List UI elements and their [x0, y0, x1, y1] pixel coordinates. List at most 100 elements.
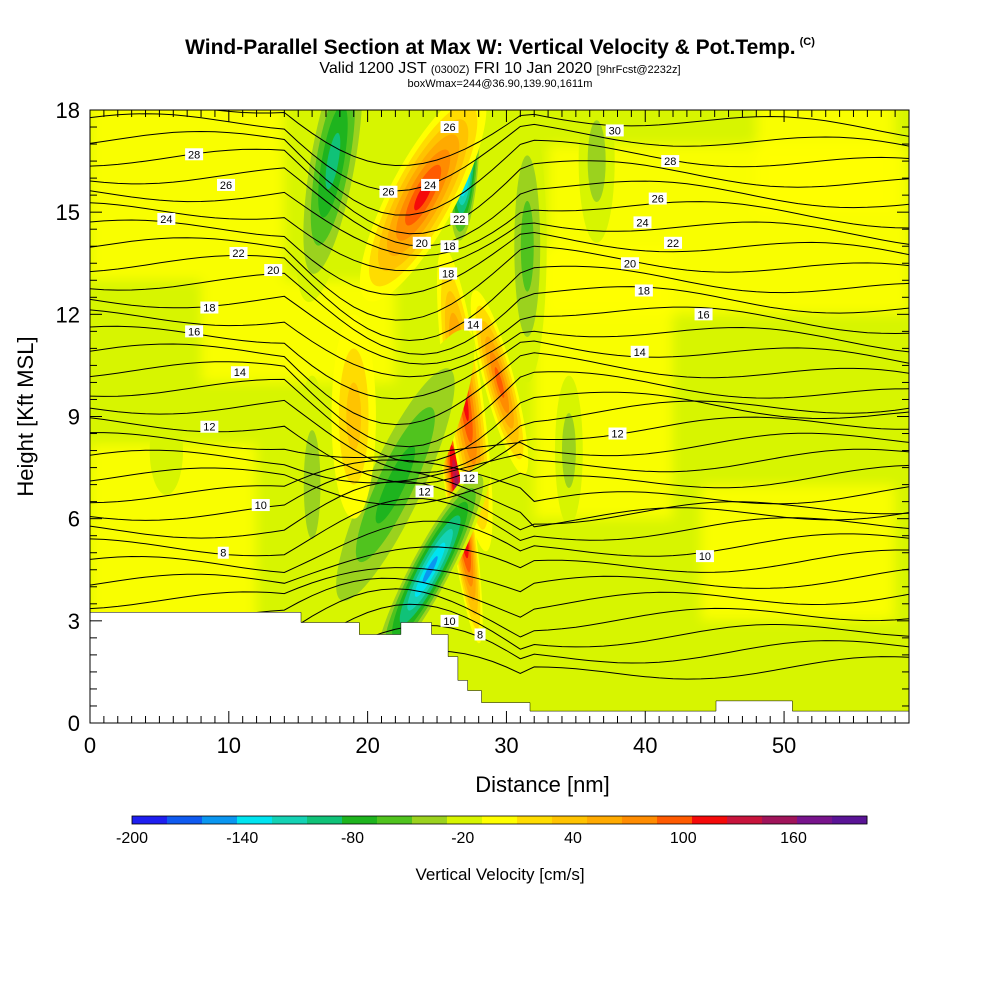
axes-ticks — [89, 109, 910, 724]
box-info: boxWmax=244@36.90,139.90,1611m — [407, 78, 593, 90]
theta-label: 10 — [699, 551, 711, 563]
x-tick-label: 20 — [355, 733, 379, 758]
colorbar: -200 -140 -80 -20 40 100 160 Vertical Velocity … — [116, 815, 868, 884]
theta-label: 12 — [611, 429, 623, 441]
theta-label: 12 — [463, 473, 475, 485]
colorbar-title: Vertical Velocity [cm/s] — [415, 865, 584, 884]
theta-label-bg — [630, 345, 649, 358]
colorbar-swatch — [237, 816, 273, 824]
theta-label-bg — [439, 267, 458, 280]
colorbar-swatch — [447, 816, 483, 824]
theta-label: 16 — [697, 309, 709, 321]
colorbar-swatch — [167, 816, 203, 824]
colorbar-tick-label: -140 — [226, 830, 258, 847]
theta-label: 20 — [416, 238, 428, 250]
theta-contours — [90, 110, 909, 693]
colorbar-swatch — [727, 816, 763, 824]
x-tick-label: 40 — [633, 733, 657, 758]
theta-label: 14 — [234, 367, 246, 379]
y-tick-label: 15 — [56, 200, 80, 225]
colorbar-swatch — [762, 816, 798, 824]
theta-label-bg — [661, 155, 680, 168]
theta-label: 24 — [424, 180, 436, 192]
velocity-contour-fill — [303, 430, 321, 540]
theta-label-bg — [634, 284, 653, 297]
theta-contour-line — [90, 272, 909, 355]
velocity-feature — [295, 375, 329, 594]
y-tick-label: 3 — [68, 609, 80, 634]
theta-label: 18 — [203, 303, 215, 315]
theta-label-bg — [440, 121, 459, 134]
theta-label: 14 — [634, 347, 646, 359]
theta-label: 18 — [638, 285, 650, 297]
theta-label: 28 — [664, 156, 676, 168]
y-tick-label: 9 — [68, 405, 80, 430]
theta-label-bg — [415, 485, 434, 498]
theta-contour-line — [90, 295, 909, 365]
theta-label: 10 — [443, 616, 455, 628]
colorbar-swatch — [692, 816, 728, 824]
theta-label-bg — [440, 240, 459, 253]
theta-label-bg — [217, 178, 236, 191]
theta-contour-line — [90, 448, 909, 484]
theta-contour-line — [90, 432, 909, 459]
theta-label-bg — [421, 178, 440, 191]
velocity-contour-fill — [561, 413, 576, 489]
colorbar-tick-label: -80 — [341, 830, 364, 847]
y-tick-label: 12 — [56, 302, 80, 327]
theta-contour-line — [90, 464, 909, 506]
colorbar-tick-label: -20 — [451, 830, 474, 847]
theta-label: 24 — [160, 214, 172, 226]
velocity-contour-fill — [346, 382, 362, 451]
theta-label-bg — [440, 614, 459, 627]
theta-label: 8 — [220, 548, 226, 560]
theta-contour-line — [90, 148, 909, 235]
theta-label-bg — [217, 546, 229, 559]
theta-contour-line — [90, 202, 909, 272]
theta-contour-line — [90, 237, 909, 321]
theta-label: 10 — [255, 500, 267, 512]
x-tick-label: 10 — [217, 733, 241, 758]
velocity-feature — [555, 375, 583, 526]
theta-contour-line — [90, 219, 909, 296]
theta-label-bg — [450, 212, 469, 225]
theta-label-bg — [229, 247, 248, 260]
y-axis-label: Height [Kft MSL] — [13, 336, 38, 496]
x-tick-label: 30 — [494, 733, 518, 758]
theta-contour-line — [90, 567, 909, 610]
colorbar-tick-label: 160 — [780, 830, 807, 847]
theta-contour-line — [90, 113, 909, 192]
theta-label: 14 — [467, 320, 479, 332]
x-axis-label: Distance [nm] — [475, 772, 610, 797]
theta-contour-line — [90, 343, 909, 426]
y-tick-label: 6 — [68, 507, 80, 532]
colorbar-swatch — [202, 816, 238, 824]
colorbar-swatch — [272, 816, 308, 824]
y-tick-label: 0 — [68, 711, 80, 736]
theta-contour-line — [90, 309, 909, 378]
theta-label: 26 — [652, 194, 664, 206]
x-tick-label: 0 — [84, 733, 96, 758]
colorbar-swatch — [482, 816, 518, 824]
theta-label-bg — [251, 499, 270, 512]
theta-label-bg — [464, 318, 483, 331]
weak-updraft-region — [700, 484, 896, 621]
theta-label: 26 — [220, 180, 232, 192]
theta-label: 22 — [232, 248, 244, 260]
theta-label-bg — [230, 366, 249, 379]
theta-label-bg — [157, 212, 176, 225]
theta-label-bg — [185, 148, 204, 161]
theta-label-bg — [648, 192, 667, 205]
theta-contour-line — [90, 469, 909, 528]
theta-contour-line — [90, 254, 909, 342]
theta-label-bg — [695, 550, 714, 563]
theta-contour-line — [90, 399, 909, 474]
colorbar-tick-label: -200 — [116, 830, 148, 847]
theta-label: 18 — [442, 268, 454, 280]
theta-label: 20 — [624, 258, 636, 270]
theta-label-bg — [379, 185, 398, 198]
theta-label-bg — [605, 124, 624, 137]
theta-label-bg — [474, 628, 486, 641]
colorbar-swatch — [342, 816, 378, 824]
